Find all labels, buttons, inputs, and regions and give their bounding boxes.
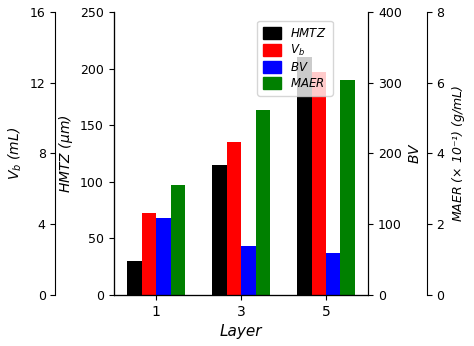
Bar — [297, 57, 311, 295]
Bar — [255, 110, 270, 295]
Bar — [340, 80, 355, 295]
Legend: $\mathit{HMTZ}$, $\mathit{V_b}$, $\mathit{BV}$, $\mathit{MAER}$: $\mathit{HMTZ}$, $\mathit{V_b}$, $\mathi… — [257, 21, 333, 95]
Bar — [128, 261, 142, 295]
Bar — [156, 218, 171, 295]
Bar — [326, 253, 340, 295]
Y-axis label: $V_b$ (mL): $V_b$ (mL) — [7, 127, 24, 180]
Bar — [212, 165, 227, 295]
Bar — [227, 142, 241, 295]
Y-axis label: $\mathit{HMTZ}$ (μm): $\mathit{HMTZ}$ (μm) — [56, 114, 74, 193]
Bar — [311, 72, 326, 295]
Bar — [241, 246, 255, 295]
Bar — [171, 185, 185, 295]
Y-axis label: $\mathit{BV}$: $\mathit{BV}$ — [408, 143, 421, 164]
Y-axis label: $\mathit{MAER}$ (× 10⁻¹) (g/mL): $\mathit{MAER}$ (× 10⁻¹) (g/mL) — [450, 85, 467, 222]
Bar — [142, 213, 156, 295]
X-axis label: Layer: Layer — [220, 324, 262, 339]
